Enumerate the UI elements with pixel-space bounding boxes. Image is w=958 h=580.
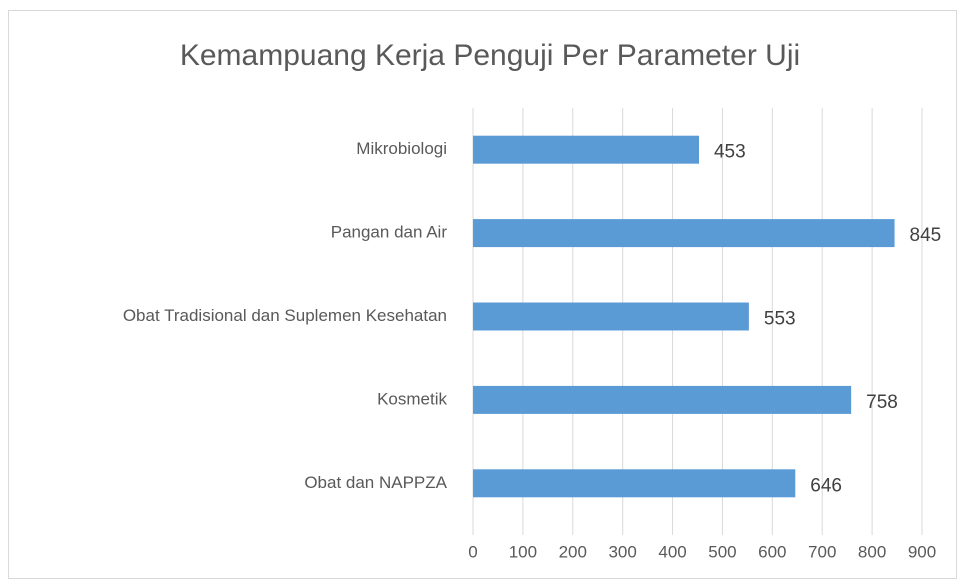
x-tick-label: 700	[808, 542, 836, 561]
x-tick-label: 300	[608, 542, 636, 561]
y-tick-label: Pangan dan Air	[331, 223, 448, 242]
x-tick-label: 200	[559, 542, 587, 561]
y-tick-label: Kosmetik	[377, 389, 447, 408]
y-tick-label: Obat dan NAPPZA	[304, 473, 447, 492]
bar	[473, 302, 749, 331]
y-tick-label: Obat Tradisional dan Suplemen Kesehatan	[123, 306, 447, 325]
bar	[473, 135, 699, 164]
bar	[473, 219, 895, 248]
bar	[473, 385, 852, 414]
data-label: 845	[910, 225, 942, 246]
y-tick-label: Mikrobiologi	[356, 139, 447, 158]
data-label: 758	[866, 392, 898, 413]
x-tick-label: 600	[758, 542, 786, 561]
x-tick-label: 900	[908, 542, 936, 561]
data-label: 553	[764, 309, 796, 330]
x-tick-label: 100	[509, 542, 537, 561]
data-label: 646	[810, 475, 842, 496]
chart-title: Kemampuang Kerja Penguji Per Parameter U…	[180, 39, 800, 72]
x-tick-label: 400	[658, 542, 686, 561]
bar	[473, 469, 796, 498]
data-label: 453	[714, 142, 746, 163]
x-tick-label: 800	[858, 542, 886, 561]
x-tick-label: 0	[468, 542, 477, 561]
x-tick-label: 500	[708, 542, 736, 561]
